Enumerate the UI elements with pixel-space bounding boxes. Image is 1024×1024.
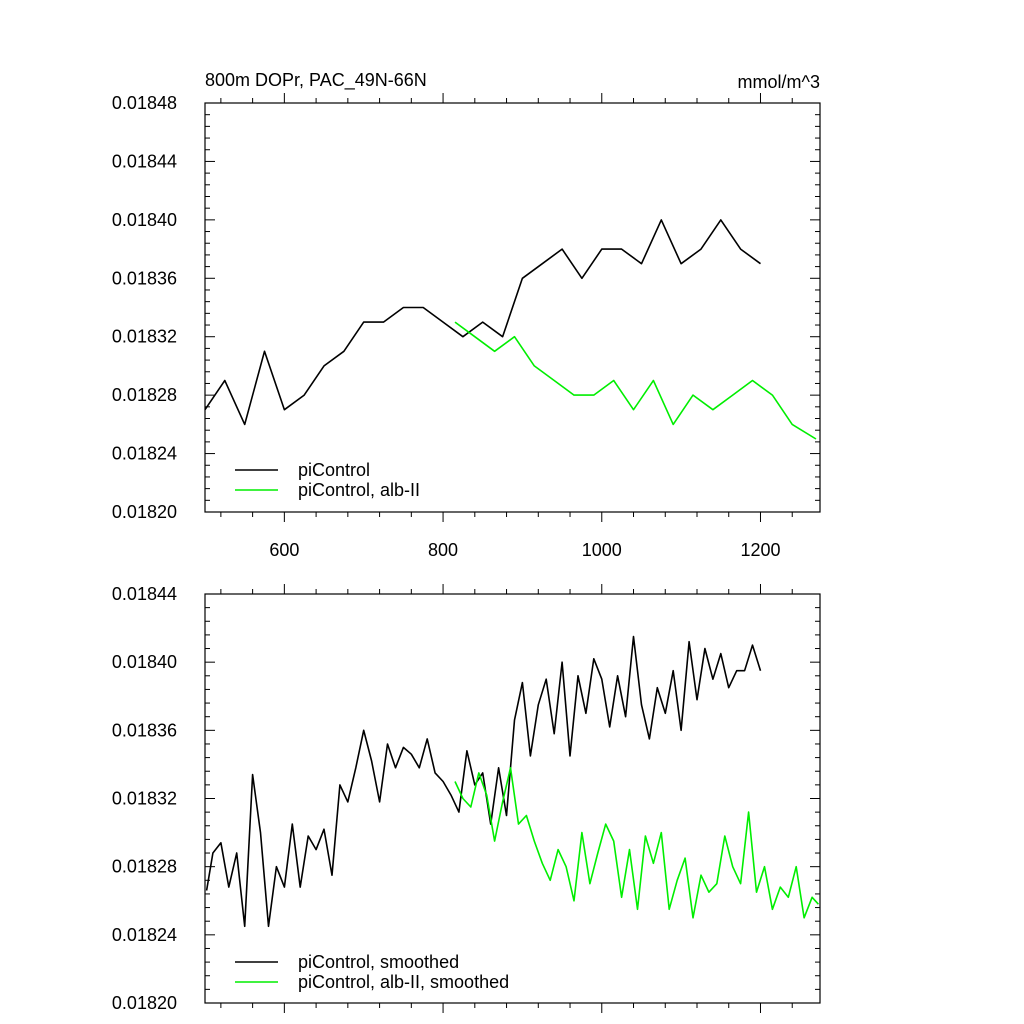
y-tick-label: 0.01848 <box>112 93 177 113</box>
bottom-panel: 0.01820 0.01824 0.01828 0.01832 0.01836 0.018… <box>112 584 821 1013</box>
y-tick-label: 0.01824 <box>112 925 177 945</box>
series-line-0 <box>205 635 762 928</box>
legend: piControl piControl, alb-II <box>235 460 420 500</box>
y-tick-label: 0.01828 <box>112 857 177 877</box>
series-layer-smoothed <box>205 635 819 928</box>
x-tick-label: 800 <box>428 540 458 560</box>
legend-label-alb-II-smoothed: piControl, alb-II, smoothed <box>298 972 509 992</box>
x-tick-label: 600 <box>269 540 299 560</box>
legend-smoothed: piControl, smoothed piControl, alb-II, s… <box>235 952 509 992</box>
axes-ticks-smoothed <box>205 584 820 1013</box>
y-tick-label: 0.01824 <box>112 444 177 464</box>
y-tick-label: 0.01832 <box>112 789 177 809</box>
y-tick-label: 0.01840 <box>112 652 177 672</box>
y-tick-label: 0.01836 <box>112 720 177 740</box>
legend-label-piControl-smoothed: piControl, smoothed <box>298 952 459 972</box>
y-tick-label: 0.01832 <box>112 327 177 347</box>
x-tick-label: 1000 <box>582 540 622 560</box>
legend-label-piControl: piControl <box>298 460 370 480</box>
y-tick-label: 0.01828 <box>112 385 177 405</box>
legend-label-alb-II: piControl, alb-II <box>298 480 420 500</box>
axes-ticks <box>205 93 820 522</box>
series-line-0 <box>204 219 761 426</box>
y-tick-label: 0.01836 <box>112 268 177 288</box>
series-line-1 <box>454 766 819 919</box>
y-tick-label: 0.01820 <box>112 993 177 1013</box>
units-label: mmol/m^3 <box>738 72 820 92</box>
series-line-1 <box>454 321 817 440</box>
y-tick-label: 0.01840 <box>112 210 177 230</box>
tick-labels: 0.01820 0.01824 0.01828 0.01832 0.01836 0.018… <box>112 93 781 560</box>
series-layer <box>204 219 817 440</box>
y-tick-label: 0.01820 <box>112 502 177 522</box>
chart-title: 800m DOPr, PAC_49N-66N <box>205 70 427 91</box>
tick-labels-smoothed: 0.01820 0.01824 0.01828 0.01832 0.01836 0.018… <box>112 584 177 1013</box>
plot-frame <box>204 102 821 513</box>
y-tick-label: 0.01844 <box>112 584 177 604</box>
y-tick-label: 0.01844 <box>112 151 177 171</box>
x-tick-label: 1200 <box>740 540 780 560</box>
top-panel: 800m DOPr, PAC_49N-66N mmol/m^3 0.018200… <box>112 70 821 560</box>
